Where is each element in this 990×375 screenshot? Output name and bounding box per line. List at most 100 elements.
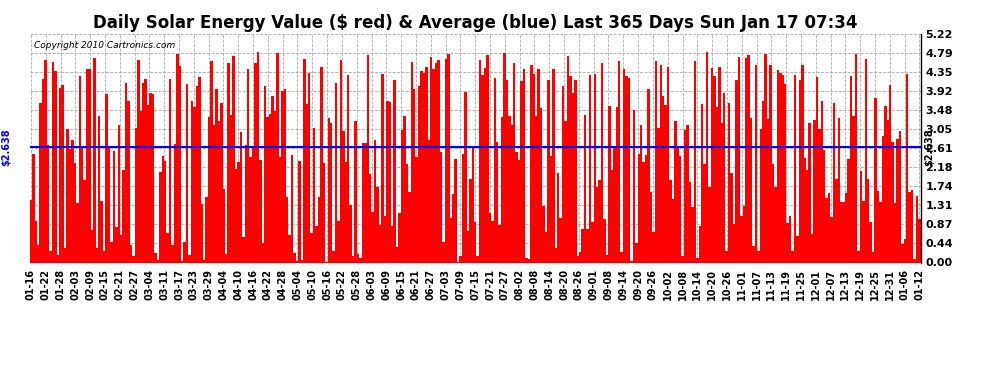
Bar bbox=[606, 255, 608, 262]
Bar bbox=[708, 187, 711, 262]
Bar bbox=[343, 131, 345, 262]
Bar bbox=[311, 233, 313, 262]
Bar bbox=[233, 56, 235, 262]
Bar bbox=[213, 125, 215, 262]
Bar bbox=[254, 63, 256, 262]
Bar bbox=[118, 124, 120, 262]
Bar bbox=[447, 54, 449, 262]
Bar bbox=[736, 81, 738, 262]
Bar bbox=[461, 154, 464, 262]
Bar bbox=[566, 57, 569, 262]
Bar bbox=[440, 152, 443, 262]
Bar bbox=[799, 80, 801, 262]
Bar bbox=[78, 76, 81, 262]
Bar bbox=[225, 254, 228, 262]
Bar bbox=[814, 120, 816, 262]
Bar bbox=[130, 245, 133, 262]
Bar bbox=[223, 189, 225, 262]
Bar bbox=[120, 235, 123, 262]
Bar bbox=[762, 101, 764, 262]
Bar bbox=[366, 55, 369, 262]
Bar bbox=[547, 80, 549, 262]
Bar bbox=[359, 258, 361, 262]
Bar bbox=[696, 258, 699, 262]
Bar bbox=[909, 192, 911, 262]
Bar bbox=[716, 106, 718, 262]
Bar bbox=[699, 226, 701, 262]
Bar bbox=[891, 142, 894, 262]
Bar bbox=[676, 148, 679, 262]
Bar bbox=[652, 232, 654, 262]
Bar bbox=[51, 62, 54, 262]
Bar bbox=[726, 251, 728, 262]
Bar bbox=[35, 220, 37, 262]
Bar bbox=[88, 69, 91, 262]
Bar bbox=[643, 162, 644, 262]
Bar bbox=[889, 85, 891, 262]
Bar bbox=[781, 75, 784, 262]
Bar bbox=[738, 57, 741, 262]
Bar bbox=[838, 118, 841, 262]
Bar bbox=[240, 132, 243, 262]
Bar bbox=[481, 75, 484, 262]
Bar bbox=[291, 156, 293, 262]
Bar bbox=[608, 106, 611, 262]
Bar bbox=[151, 94, 154, 262]
Bar bbox=[154, 253, 156, 262]
Bar bbox=[259, 160, 261, 262]
Bar bbox=[466, 231, 469, 262]
Bar bbox=[125, 83, 128, 262]
Bar bbox=[247, 69, 249, 262]
Bar bbox=[647, 88, 649, 262]
Bar bbox=[391, 226, 393, 262]
Bar bbox=[271, 96, 274, 262]
Bar bbox=[796, 236, 799, 262]
Bar bbox=[538, 69, 540, 262]
Bar bbox=[786, 223, 789, 262]
Bar bbox=[877, 191, 879, 262]
Bar bbox=[884, 106, 886, 262]
Bar bbox=[833, 103, 836, 262]
Bar bbox=[201, 204, 203, 262]
Bar bbox=[330, 123, 333, 262]
Bar bbox=[576, 256, 579, 262]
Bar bbox=[40, 103, 42, 262]
Bar bbox=[45, 60, 47, 262]
Bar bbox=[406, 164, 408, 262]
Bar bbox=[145, 79, 147, 262]
Bar bbox=[919, 219, 921, 262]
Bar bbox=[351, 256, 354, 262]
Bar bbox=[220, 103, 223, 262]
Bar bbox=[173, 144, 176, 262]
Bar bbox=[230, 115, 233, 262]
Bar bbox=[301, 260, 303, 262]
Bar bbox=[669, 180, 671, 262]
Bar bbox=[694, 61, 696, 262]
Bar bbox=[323, 163, 325, 262]
Bar bbox=[689, 182, 691, 262]
Bar bbox=[452, 194, 454, 262]
Bar bbox=[408, 192, 411, 262]
Bar bbox=[371, 212, 374, 262]
Bar bbox=[345, 162, 347, 262]
Bar bbox=[706, 52, 708, 262]
Bar bbox=[896, 139, 899, 262]
Bar bbox=[769, 64, 772, 262]
Bar bbox=[849, 76, 852, 262]
Bar bbox=[816, 77, 818, 262]
Bar bbox=[356, 254, 359, 262]
Bar bbox=[318, 197, 320, 262]
Bar bbox=[845, 193, 847, 262]
Bar bbox=[76, 202, 78, 262]
Bar bbox=[821, 101, 823, 262]
Bar bbox=[384, 216, 386, 262]
Bar bbox=[328, 118, 330, 262]
Bar bbox=[533, 74, 535, 262]
Title: Daily Solar Energy Value ($ red) & Average (blue) Last 365 Days Sun Jan 17 07:34: Daily Solar Energy Value ($ red) & Avera… bbox=[93, 14, 857, 32]
Bar bbox=[513, 63, 516, 262]
Bar bbox=[484, 68, 486, 262]
Bar bbox=[791, 252, 794, 262]
Bar bbox=[435, 63, 438, 262]
Bar bbox=[42, 80, 45, 262]
Bar bbox=[416, 158, 418, 262]
